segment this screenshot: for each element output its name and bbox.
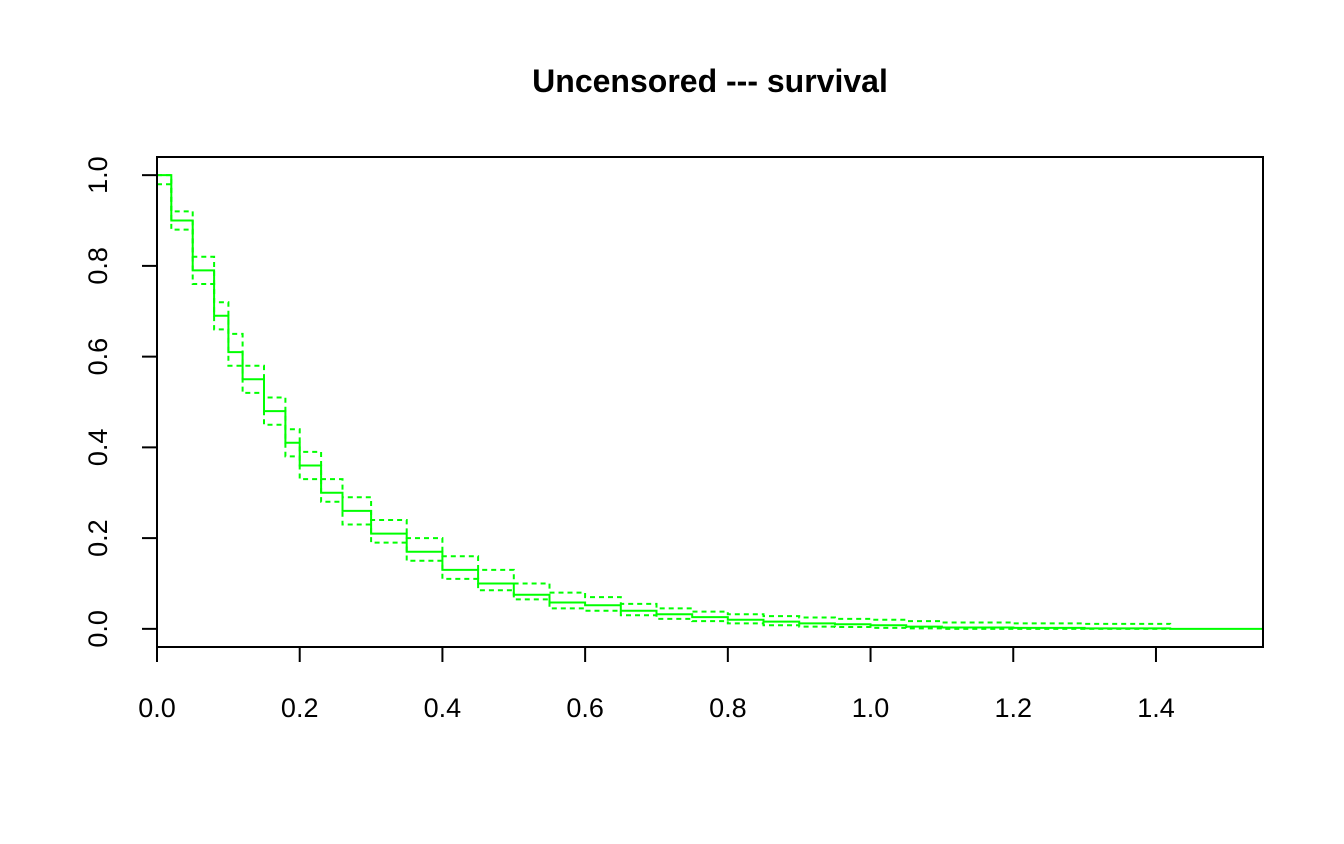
y-tick-label: 1.0	[83, 156, 113, 194]
confidence-band-line-2	[157, 183, 1171, 630]
y-tick-label: 0.8	[83, 247, 113, 285]
x-tick-label: 0.4	[424, 693, 462, 723]
x-tick-label: 0.8	[709, 693, 747, 723]
survival-curve-line-0	[157, 174, 1263, 630]
x-tick-label: 0.2	[281, 693, 319, 723]
confidence-band-line-1	[157, 174, 1172, 625]
series-layer	[157, 174, 1263, 630]
y-tick-label: 0.6	[83, 338, 113, 376]
y-tick-label: 0.4	[83, 429, 113, 467]
x-tick-label: 1.4	[1137, 693, 1175, 723]
chart-title: Uncensored --- survival	[532, 63, 888, 99]
plot-frame	[156, 156, 1264, 648]
x-tick-label: 1.2	[994, 693, 1032, 723]
x-axis: 0.0 0.2 0.4 0.6 0.8 1.0 1.2 1.4	[138, 646, 1175, 723]
y-tick-label: 0.2	[83, 519, 113, 557]
x-tick-label: 1.0	[852, 693, 890, 723]
y-tick-label: 0.0	[83, 610, 113, 648]
x-tick-label: 0.0	[138, 693, 176, 723]
x-tick-label: 0.6	[566, 693, 604, 723]
y-axis: 0.0 0.2 0.4 0.6 0.8 1.0	[83, 156, 158, 648]
